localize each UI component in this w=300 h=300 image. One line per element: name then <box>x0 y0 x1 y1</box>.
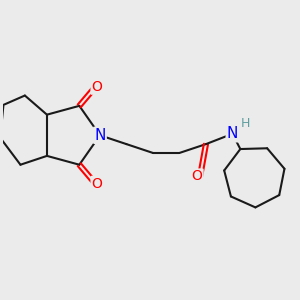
Text: O: O <box>192 169 203 184</box>
Text: O: O <box>92 80 102 94</box>
Text: N: N <box>227 126 238 141</box>
Text: H: H <box>241 117 250 130</box>
Text: O: O <box>92 177 102 191</box>
Text: N: N <box>94 128 106 143</box>
